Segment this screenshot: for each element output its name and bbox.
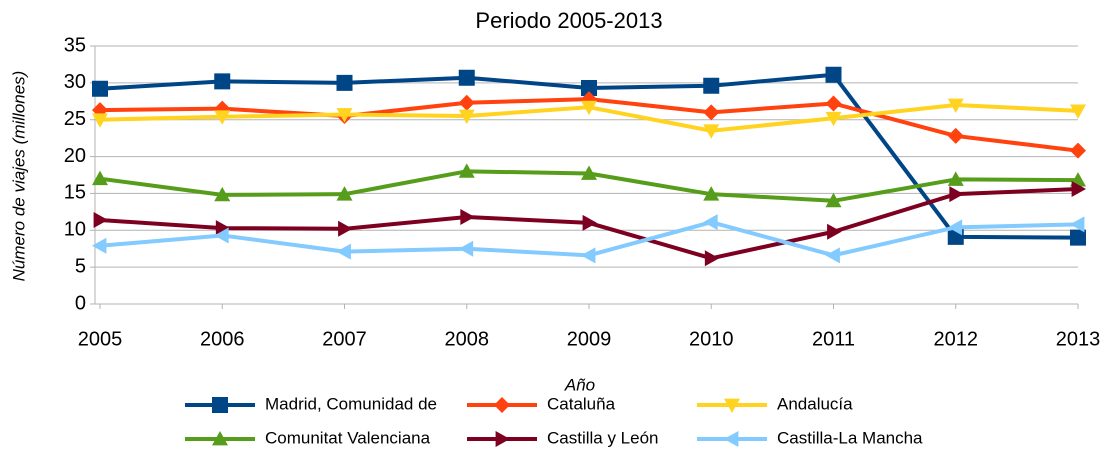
y-tick-label: 30 — [64, 71, 86, 93]
marker — [947, 127, 964, 144]
legend-label: Comunitat Valenciana — [265, 428, 431, 447]
marker — [458, 109, 475, 125]
marker — [581, 80, 597, 97]
x-tick-label: 2010 — [689, 328, 734, 350]
marker — [214, 110, 231, 125]
marker — [703, 104, 720, 121]
x-tick-label: 2011 — [812, 328, 855, 350]
marker — [825, 66, 842, 83]
x-tick-label: 2006 — [200, 328, 245, 350]
marker — [825, 192, 842, 208]
marker — [1070, 104, 1086, 119]
marker — [212, 397, 228, 413]
legend-label: Madrid, Comunidad de — [265, 394, 437, 413]
marker — [214, 227, 229, 244]
legend-label: Castilla y León — [547, 428, 659, 447]
marker — [92, 113, 108, 128]
x-axis-label: Año — [564, 375, 595, 394]
marker — [825, 95, 842, 112]
series — [92, 98, 1086, 139]
marker — [336, 74, 353, 91]
x-tick-label: 2013 — [1056, 328, 1101, 350]
marker — [581, 100, 597, 116]
x-tick-label: 2012 — [934, 328, 979, 350]
marker — [1070, 229, 1086, 246]
marker — [458, 240, 474, 257]
marker — [495, 431, 510, 447]
marker — [581, 165, 597, 180]
marker — [703, 214, 718, 231]
marker — [949, 186, 964, 203]
series — [93, 181, 1086, 267]
x-tick-label: 2009 — [567, 328, 612, 350]
marker — [703, 124, 720, 139]
legend-label: Andalucía — [777, 394, 853, 413]
legend-label: Cataluña — [547, 394, 616, 413]
marker — [215, 220, 231, 237]
marker — [92, 170, 108, 186]
marker — [338, 220, 353, 237]
chart-title: Periodo 2005-2013 — [475, 8, 662, 33]
marker — [214, 186, 231, 202]
marker — [724, 398, 740, 413]
y-tick-label: 10 — [64, 219, 86, 241]
marker — [336, 186, 353, 201]
marker — [92, 237, 107, 254]
marker — [92, 80, 108, 97]
marker — [827, 223, 842, 240]
y-tick-label: 0 — [75, 292, 86, 314]
y-tick-label: 20 — [64, 145, 86, 167]
marker — [1070, 142, 1086, 159]
x-tick-label: 2005 — [78, 328, 123, 350]
marker — [703, 77, 720, 94]
marker — [214, 73, 231, 90]
y-tick-label: 35 — [64, 34, 86, 56]
marker — [458, 163, 475, 178]
marker — [1070, 216, 1085, 233]
marker — [825, 111, 842, 127]
legend-label: Castilla-La Mancha — [777, 428, 923, 447]
marker — [458, 94, 475, 111]
y-tick-label: 5 — [75, 255, 86, 277]
marker — [93, 211, 108, 228]
marker — [212, 431, 228, 446]
y-tick-label: 25 — [64, 108, 86, 130]
y-tick-label: 15 — [64, 182, 86, 204]
marker — [947, 171, 964, 186]
y-axis-label: Número de viajes (millones) — [9, 71, 28, 282]
marker — [460, 209, 475, 226]
marker — [458, 69, 475, 86]
series — [92, 214, 1085, 264]
marker — [947, 98, 964, 113]
marker — [947, 219, 963, 236]
marker — [582, 214, 597, 231]
x-tick-label: 2007 — [322, 328, 367, 350]
marker — [336, 243, 351, 260]
marker — [825, 247, 840, 264]
marker — [581, 247, 596, 264]
x-tick-label: 2008 — [445, 328, 490, 350]
series — [92, 163, 1086, 208]
marker — [336, 108, 353, 123]
marker — [724, 431, 739, 447]
marker — [704, 250, 720, 267]
marker — [494, 397, 510, 413]
series — [92, 66, 1086, 246]
marker — [703, 186, 720, 201]
marker — [1071, 181, 1086, 198]
